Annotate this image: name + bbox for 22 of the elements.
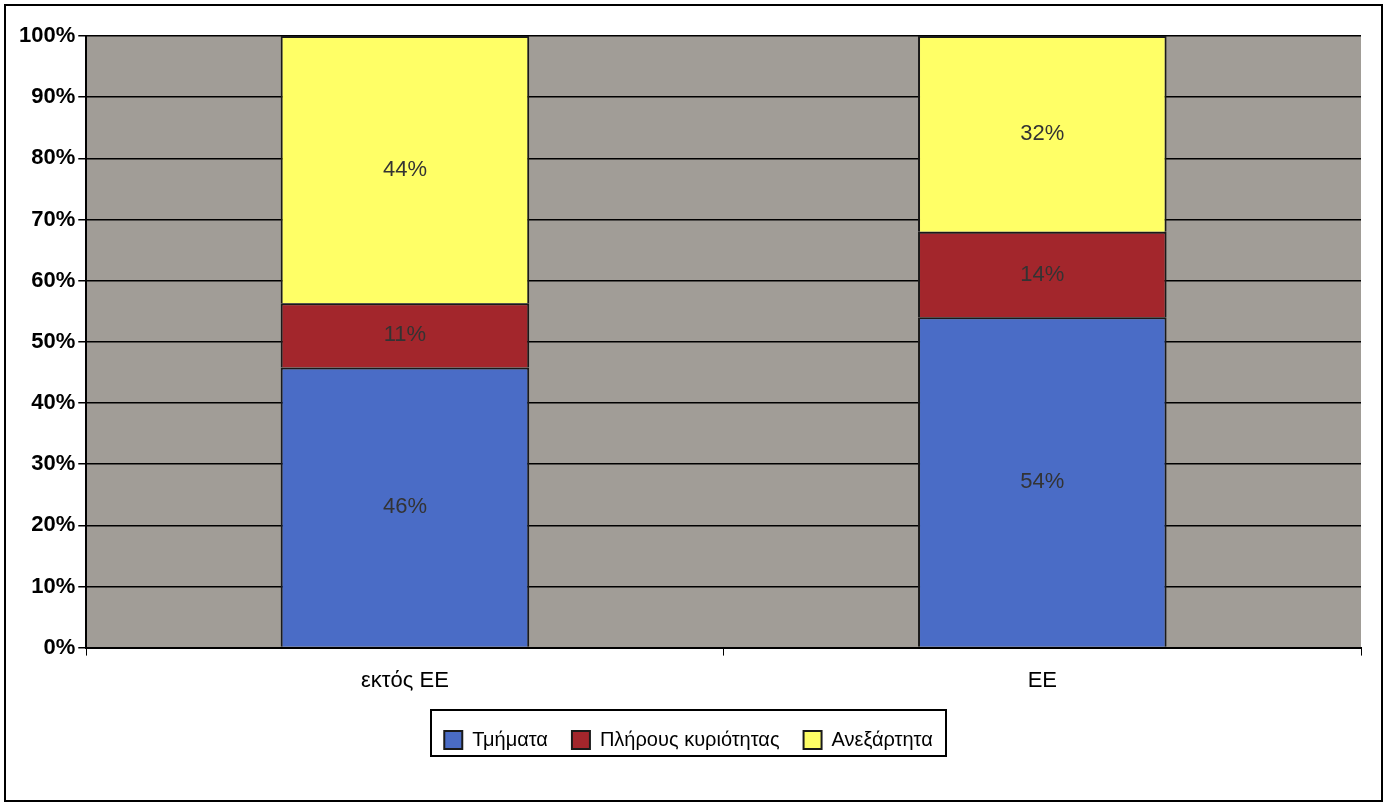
data-label: 44% bbox=[382, 155, 427, 181]
y-tick-label: 0% bbox=[43, 633, 76, 659]
y-tick-label: 10% bbox=[31, 572, 76, 598]
data-label: 14% bbox=[1020, 260, 1065, 286]
y-tick-label: 40% bbox=[31, 389, 76, 415]
y-tick-label: 90% bbox=[31, 83, 76, 109]
y-tick-label: 50% bbox=[31, 327, 76, 353]
data-label: 46% bbox=[382, 493, 427, 519]
y-tick-label: 100% bbox=[18, 22, 76, 48]
x-tick-label: ΕΕ bbox=[1027, 666, 1057, 692]
y-tick-label: 80% bbox=[31, 144, 76, 170]
y-tick-label: 30% bbox=[31, 450, 76, 476]
y-tick-label: 20% bbox=[31, 511, 76, 537]
legend-label: Ανεξάρτητα bbox=[831, 727, 933, 750]
legend-label: Πλήρους κυριότητας bbox=[599, 727, 780, 750]
data-label: 32% bbox=[1020, 119, 1065, 145]
data-label: 11% bbox=[383, 321, 427, 347]
x-tick-label: εκτός ΕΕ bbox=[361, 666, 449, 692]
y-tick-label: 60% bbox=[31, 266, 76, 292]
legend-label: Τμήματα bbox=[472, 727, 548, 750]
data-label: 54% bbox=[1020, 468, 1065, 494]
y-tick-label: 70% bbox=[31, 205, 76, 231]
